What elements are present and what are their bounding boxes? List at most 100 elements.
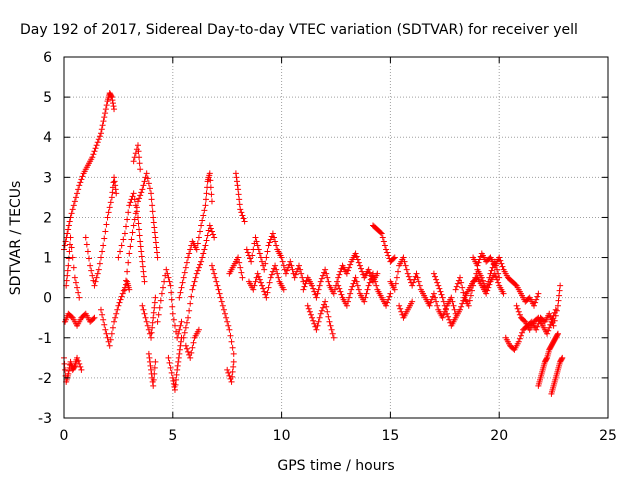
data-point xyxy=(337,268,344,275)
data-point xyxy=(309,282,316,289)
data-point xyxy=(66,218,73,225)
data-point xyxy=(330,290,337,297)
data-point xyxy=(336,285,343,292)
data-point xyxy=(292,271,299,278)
data-point xyxy=(324,274,331,281)
data-point xyxy=(415,278,422,285)
data-point xyxy=(176,326,183,333)
chart-title: Day 192 of 2017, Sidereal Day-to-day VTE… xyxy=(20,22,578,38)
data-point xyxy=(195,264,202,271)
data-point xyxy=(416,282,423,289)
data-point xyxy=(99,311,106,318)
data-point xyxy=(385,252,392,259)
data-point xyxy=(207,225,214,232)
data-point xyxy=(331,286,338,293)
data-point xyxy=(173,376,180,383)
data-point xyxy=(535,290,542,297)
data-point xyxy=(130,190,137,197)
data-point xyxy=(208,198,215,205)
data-point xyxy=(443,310,450,317)
data-point xyxy=(78,366,85,373)
data-point xyxy=(545,327,552,334)
data-point xyxy=(99,248,106,255)
data-point xyxy=(208,228,215,235)
data-point xyxy=(149,324,156,331)
data-point xyxy=(154,254,161,261)
data-point xyxy=(430,290,437,297)
data-point xyxy=(222,310,229,317)
data-point xyxy=(177,322,184,329)
data-point xyxy=(135,148,142,155)
data-point xyxy=(269,230,276,237)
data-point xyxy=(149,319,156,326)
y-tick-label: -1 xyxy=(38,331,52,347)
data-point xyxy=(66,241,73,248)
data-point xyxy=(201,246,208,253)
data-point xyxy=(150,214,157,221)
data-point xyxy=(450,302,457,309)
data-point xyxy=(64,272,71,279)
data-point xyxy=(259,282,266,289)
data-point xyxy=(144,175,151,182)
data-point xyxy=(165,354,172,361)
data-point xyxy=(453,283,460,290)
data-point xyxy=(445,313,452,320)
data-point xyxy=(393,274,400,281)
data-point xyxy=(315,286,322,293)
data-point xyxy=(198,258,205,265)
x-tick-label: 25 xyxy=(599,428,617,444)
data-point xyxy=(296,262,303,269)
data-point xyxy=(68,210,75,217)
data-point xyxy=(92,278,99,285)
data-point xyxy=(497,257,504,264)
data-point xyxy=(392,280,399,287)
data-point xyxy=(175,330,182,337)
data-point xyxy=(151,370,158,377)
data-point xyxy=(304,302,311,309)
data-point xyxy=(236,201,243,208)
data-point xyxy=(117,248,124,255)
data-point xyxy=(121,230,128,237)
data-point xyxy=(252,234,259,241)
data-point xyxy=(317,278,324,285)
data-point xyxy=(446,316,453,323)
data-point xyxy=(109,324,116,331)
data-point xyxy=(98,126,105,133)
data-point xyxy=(556,287,563,294)
data-point xyxy=(99,122,106,129)
data-point xyxy=(136,160,143,167)
data-point xyxy=(129,229,136,236)
data-point xyxy=(149,202,156,209)
data-point xyxy=(237,264,244,271)
data-point xyxy=(310,317,317,324)
data-point xyxy=(515,338,522,345)
data-point xyxy=(150,382,157,389)
data-point xyxy=(319,304,326,311)
data-point xyxy=(90,151,97,158)
data-point xyxy=(344,298,351,305)
data-point xyxy=(153,244,160,251)
data-point xyxy=(207,184,214,191)
data-point xyxy=(354,282,361,289)
data-point xyxy=(195,234,202,241)
data-point xyxy=(152,358,159,365)
data-point xyxy=(470,282,477,289)
data-point xyxy=(111,318,118,325)
data-point xyxy=(476,256,483,263)
data-point xyxy=(225,369,232,376)
data-point xyxy=(460,289,467,296)
data-point xyxy=(335,274,342,281)
data-point xyxy=(254,242,261,249)
data-point xyxy=(217,294,224,301)
data-point xyxy=(173,371,180,378)
data-point xyxy=(71,363,78,370)
data-point xyxy=(487,270,494,277)
data-point xyxy=(124,268,131,275)
data-point xyxy=(238,269,245,276)
data-point xyxy=(519,329,526,336)
data-point xyxy=(118,242,125,249)
data-point xyxy=(438,291,445,298)
data-point xyxy=(164,270,171,277)
data-point xyxy=(134,214,141,221)
data-point xyxy=(346,264,353,271)
